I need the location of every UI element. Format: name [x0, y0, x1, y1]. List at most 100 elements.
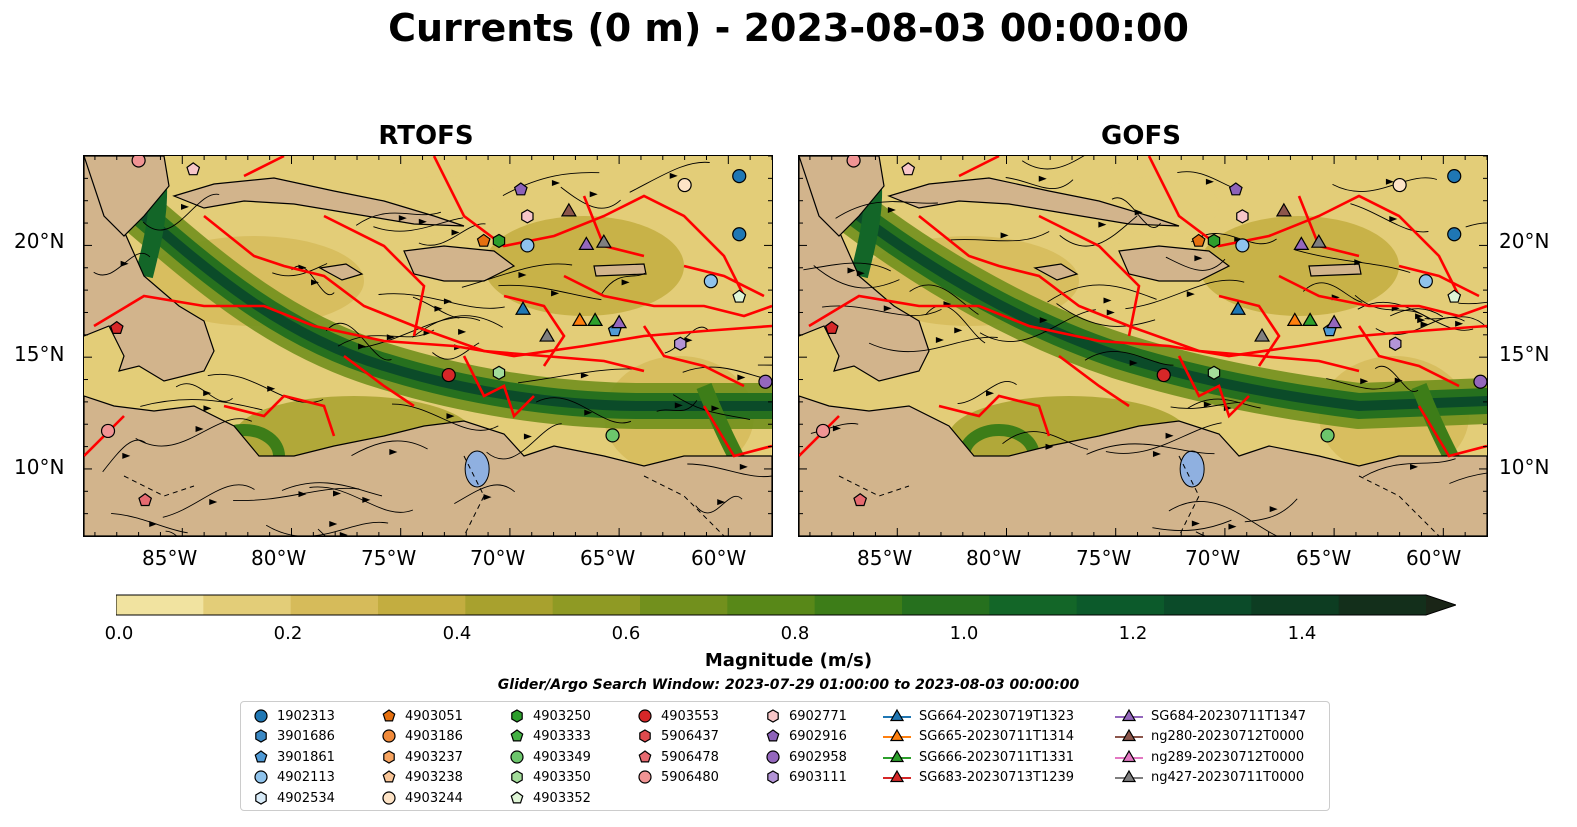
glider-marker	[1121, 708, 1137, 722]
colorbar-tick-label: 0.0	[104, 623, 134, 644]
glider-marker	[1121, 769, 1137, 783]
current-map-rtofs	[84, 156, 772, 536]
glider-marker	[587, 312, 604, 327]
streamline-arrow	[311, 279, 320, 286]
land-polygon	[799, 395, 1487, 536]
streamline-arrow	[518, 271, 527, 278]
streamline-arrow	[149, 521, 158, 528]
streamline-arrow	[1415, 313, 1424, 320]
streamline	[868, 336, 998, 352]
legend-marker-icon	[383, 750, 395, 764]
streamline	[418, 223, 486, 246]
streamline-arrow	[267, 385, 276, 392]
streamline	[518, 368, 640, 384]
streamline-arrow	[1360, 378, 1369, 385]
glider-marker	[1310, 233, 1327, 248]
legend-label: SG665-20230711T1314	[919, 728, 1075, 744]
argo-float-marker	[1156, 367, 1171, 383]
legend-entry: 4903350	[509, 767, 591, 787]
argo-float-marker	[638, 750, 652, 763]
colorbar-label: Magnitude (m/s)	[704, 650, 873, 671]
jet-band-core	[854, 211, 1487, 412]
legend-marker-icon	[638, 750, 652, 763]
streamline-arrow	[1045, 443, 1054, 450]
legend-entry: 6903111	[765, 767, 847, 787]
streamline	[1086, 443, 1215, 455]
colorbar-segment	[290, 595, 379, 615]
glider-marker	[1326, 314, 1343, 329]
streamline	[102, 439, 146, 473]
map-panel-rtofs	[83, 155, 773, 537]
argo-float-marker	[1418, 274, 1433, 289]
legend-label: 6902771	[789, 708, 847, 724]
streamline	[601, 272, 646, 294]
eez-boundary	[563, 274, 772, 318]
eez-boundary	[1147, 156, 1461, 297]
streamline	[351, 440, 428, 456]
map-panel-gofs	[798, 155, 1488, 537]
streamline	[317, 528, 327, 536]
colorbar-segment	[989, 595, 1078, 615]
streamline	[1449, 472, 1487, 484]
y-tick-label-right: 10°N	[1499, 455, 1550, 479]
streamline-arrow	[739, 463, 748, 470]
legend-entry: SG683-20230713T1239	[883, 767, 1074, 787]
legend-entry: 5906437	[637, 726, 719, 746]
streamline-arrow	[1410, 463, 1419, 470]
legend-entry: 4903237	[381, 747, 463, 767]
streamline-arrow	[339, 532, 348, 536]
country-border	[123, 455, 725, 536]
legend-marker-icon	[1115, 728, 1143, 742]
glider-marker	[1230, 301, 1246, 315]
glider-marker	[539, 327, 555, 342]
legend-label: SG666-20230711T1331	[919, 749, 1075, 765]
x-tick-label-rtofs: 65°W	[580, 546, 636, 570]
streamline	[135, 418, 252, 447]
colorbar-segment	[378, 595, 466, 615]
eez-boundary	[462, 355, 535, 419]
legend-label: 4903352	[533, 790, 591, 806]
eez-boundary	[642, 325, 745, 388]
streamline	[1187, 398, 1261, 409]
glider-marker	[560, 202, 577, 217]
argo-float-marker	[638, 709, 652, 723]
streamline	[1326, 378, 1396, 390]
colorbar-segment	[1076, 595, 1165, 615]
streamline-arrow	[832, 425, 841, 432]
glider-marker	[1121, 749, 1137, 763]
streamline-arrow	[362, 496, 371, 503]
legend-label: 6902916	[789, 728, 847, 744]
x-tick-label-rtofs: 75°W	[361, 546, 417, 570]
legend-entry: 4903186	[381, 726, 463, 746]
legend-marker-icon	[766, 750, 780, 764]
legend-marker-icon	[883, 769, 911, 783]
legend-entry: 6902771	[765, 706, 847, 726]
streamline-arrow	[1000, 232, 1009, 239]
argo-float-marker	[511, 709, 523, 723]
streamline	[909, 284, 979, 315]
lake	[464, 450, 490, 488]
colorbar-segment	[203, 595, 292, 615]
legend-marker-icon	[883, 708, 911, 722]
streamline	[1302, 282, 1363, 303]
streamline	[979, 309, 1096, 343]
argo-float-marker	[732, 227, 747, 242]
legend-entry: 6902958	[765, 747, 847, 767]
legend-entry: 4902534	[253, 788, 335, 808]
eez-boundary	[938, 394, 1051, 437]
legend-marker-icon	[255, 729, 267, 743]
legend-marker-icon	[511, 770, 523, 784]
legend-entry: 4903349	[509, 747, 591, 767]
streamline	[1005, 177, 1074, 189]
streamline-arrow	[551, 290, 560, 297]
glider-marker	[889, 708, 905, 722]
streamline	[822, 305, 942, 317]
streamline-arrow	[1134, 209, 1143, 216]
search-window-text: Glider/Argo Search Window: 2023-07-29 01…	[497, 677, 1080, 693]
legend-entry: ng280-20230712T0000	[1115, 726, 1304, 746]
streamline	[560, 186, 621, 209]
argo-float-marker	[383, 750, 395, 764]
argo-float-marker	[510, 729, 524, 742]
legend-entry: 4903244	[381, 788, 463, 808]
streamline	[1465, 222, 1487, 228]
